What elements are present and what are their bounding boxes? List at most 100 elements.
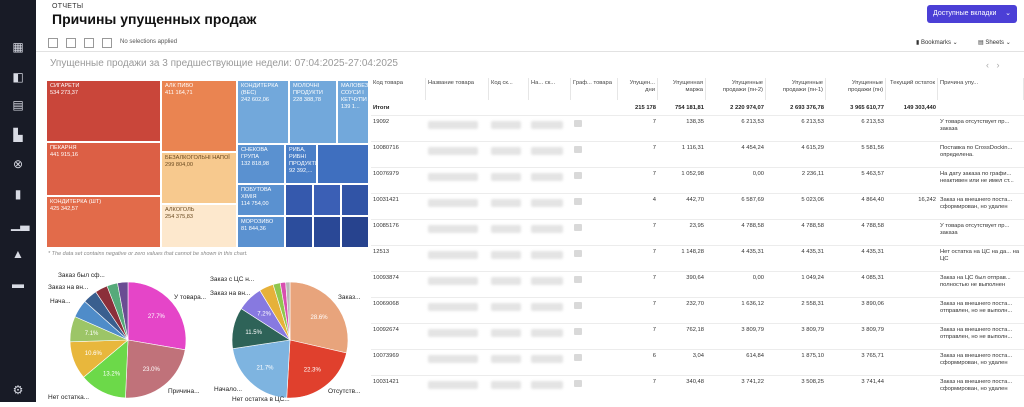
redacted-value <box>531 329 563 337</box>
table-cell-s2: 1 636,12 <box>741 301 764 307</box>
open-link-icon[interactable] <box>574 328 582 335</box>
open-link-icon[interactable] <box>574 198 582 205</box>
pie-slice[interactable] <box>125 339 186 399</box>
dashboard-icon[interactable]: ▦ <box>12 40 24 54</box>
book-icon[interactable]: ▮ <box>14 187 22 201</box>
clear-selections-icon[interactable] <box>102 38 112 48</box>
document-icon[interactable]: ▤ <box>12 98 24 112</box>
open-link-icon[interactable] <box>574 224 582 231</box>
truck-icon[interactable]: ▙ <box>13 128 23 142</box>
pie-chart-1[interactable]: 27.7% 23.0% 13.2% 10.6% 7.1% <box>60 278 196 402</box>
pie-chart-2[interactable]: 28.6% 22.3% 21.7% 11.5% 7.2% <box>224 278 360 402</box>
bookmarks-button[interactable]: ▮ Bookmarks ⌄ <box>916 40 958 46</box>
treemap-tile[interactable]: АЛКОГОЛЬ 254 375,83 <box>161 204 237 248</box>
table-row[interactable]: 10092674 7 762,18 3 809,79 3 809,79 3 809,79 З… <box>371 323 1024 343</box>
table-cell-code: 10080716 <box>373 145 399 151</box>
cancel-icon[interactable]: ⊗ <box>12 157 24 171</box>
pie-slice[interactable] <box>289 281 349 354</box>
table-row[interactable]: 10073969 6 3,04 614,84 1 875,10 3 765,71 Заказ… <box>371 349 1024 369</box>
sheets-button[interactable]: ▤ Sheets ⌄ <box>978 40 1011 46</box>
treemap-tile[interactable] <box>285 216 313 248</box>
settings-icon[interactable]: ⚙ <box>12 383 24 397</box>
treemap-tile[interactable] <box>313 216 341 248</box>
pie-slice[interactable] <box>127 281 187 351</box>
treemap-tile[interactable]: СИГАРЕТИ 534 273,37 <box>46 80 161 142</box>
treemap-tile[interactable] <box>313 184 341 216</box>
available-tabs-label: Доступные вкладки <box>933 10 997 17</box>
table-row[interactable]: 10069068 7 232,70 1 636,12 2 558,31 3 890,06 З… <box>371 297 1024 317</box>
treemap-tile[interactable] <box>285 184 313 216</box>
open-link-icon[interactable] <box>574 250 582 257</box>
column-header[interactable]: Граф... товара <box>571 78 618 100</box>
table-row[interactable]: 10093874 7 390,64 0,00 1 049,24 4 085,31 Заказ… <box>371 271 1024 291</box>
pie-slice[interactable] <box>286 339 347 399</box>
column-header[interactable]: Упущенные продажи (пн-1) <box>766 78 826 100</box>
open-link-icon[interactable] <box>574 172 582 179</box>
pie-slice-label: 10.6% <box>85 351 103 357</box>
table-row[interactable]: 10080716 7 1 116,31 4 454,24 4 615,29 5 581,5… <box>371 141 1024 161</box>
column-header[interactable]: Код товара <box>371 78 426 100</box>
treemap-tile[interactable] <box>317 144 369 184</box>
table-row[interactable]: 19092 7 138,35 6 213,53 6 213,53 6 213,53 У то… <box>371 115 1024 135</box>
column-header[interactable]: Название товара <box>426 78 489 100</box>
open-link-icon[interactable] <box>574 276 582 283</box>
report-icon[interactable]: ▬ <box>12 277 24 291</box>
column-header[interactable]: Упущенные продажи (пн) <box>826 78 886 100</box>
table-cell-s0: 3 765,71 <box>861 353 884 359</box>
step-forward-icon[interactable] <box>84 38 94 48</box>
redacted-value <box>428 329 478 337</box>
available-tabs-button[interactable]: Доступные вкладки ⌄ <box>927 5 1017 23</box>
open-link-icon[interactable] <box>574 354 582 361</box>
treemap-tile[interactable]: АЛК ПИВО 411 164,71 <box>161 80 237 152</box>
column-header[interactable]: Текущий остаток <box>886 78 938 100</box>
table-cell-s0: 3 890,06 <box>861 301 884 307</box>
layers-icon[interactable]: ◧ <box>12 70 24 84</box>
column-header[interactable]: Упущен... дни <box>618 78 658 100</box>
redacted-value <box>531 277 563 285</box>
column-header[interactable]: Упущенная маржа <box>658 78 706 100</box>
table-cell-reason: Заказ на внешнего поста... отправлен, но… <box>940 301 1013 314</box>
warning-icon[interactable]: ▲ <box>12 247 24 261</box>
column-header[interactable]: Код ск... <box>489 78 529 100</box>
column-header[interactable]: Упущенные продажи (пн-2) <box>706 78 766 100</box>
treemap-tile[interactable]: КОНДИТЕРКА (ВЕС) 242 602,06 <box>237 80 289 144</box>
sheet-nav[interactable]: ‹ › <box>986 60 1000 70</box>
table-cell-s0: 3 809,79 <box>861 327 884 333</box>
step-back-icon[interactable] <box>66 38 76 48</box>
treemap-tile[interactable]: ПЕКАРНЯ 441 915,16 <box>46 142 161 196</box>
redacted-value <box>428 251 478 259</box>
treemap-tile[interactable]: МОРОЗИВО 81 844,36 <box>237 216 285 248</box>
pie-slice[interactable] <box>232 339 291 399</box>
treemap-tile[interactable]: РИБА, РИБНІ ПРОДУКТИ 92 392,... <box>285 144 317 184</box>
column-header[interactable]: На... ск... <box>529 78 571 100</box>
column-header[interactable]: Причина упу... <box>938 78 1024 100</box>
table-row[interactable]: 10031421 7 340,48 3 741,22 3 508,25 3 741,44 З… <box>371 375 1024 395</box>
treemap-tile[interactable]: ПОБУТОВА ХІМІЯ 114 754,00 <box>237 184 285 216</box>
lost-sales-table[interactable]: Код товара Название товара Код ск... На.… <box>371 78 1024 402</box>
table-row[interactable]: 10031421 4 442,70 6 587,69 5 023,06 4 864,40 1… <box>371 193 1024 213</box>
open-link-icon[interactable] <box>574 146 582 153</box>
treemap-tile[interactable]: БЕЗАЛКОГОЛЬНІ НАПОЇ 299 804,00 <box>161 152 237 204</box>
total-sales-w2: 2 220 974,07 <box>730 105 764 111</box>
treemap-tile[interactable]: КОНДИТЕРКА (ШТ) 425 342,57 <box>46 196 161 248</box>
bar-chart-icon[interactable]: ▁▃ <box>11 217 30 231</box>
pie-slice[interactable] <box>285 281 291 341</box>
open-link-icon[interactable] <box>574 120 582 127</box>
open-link-icon[interactable] <box>574 302 582 309</box>
table-cell-days: 7 <box>652 223 656 229</box>
table-row[interactable]: 12513 7 1 148,28 4 435,31 4 435,31 4 435,31 Не… <box>371 245 1024 265</box>
treemap-tile[interactable] <box>341 216 369 248</box>
treemap-tile[interactable]: СНЕКОВА ГРУПА 132 818,98 <box>237 144 285 184</box>
treemap-tile[interactable]: МОЛОЧНІ ПРОДУКТИ 228 388,78 <box>289 80 337 144</box>
treemap-chart[interactable]: СИГАРЕТИ 534 273,37 ПЕКАРНЯ 441 915,16 КОН… <box>46 80 369 248</box>
open-link-icon[interactable] <box>574 380 582 387</box>
pie-slice[interactable] <box>117 281 129 341</box>
table-row[interactable]: 10085176 7 23,95 4 788,58 4 788,58 4 788,58 У … <box>371 219 1024 239</box>
table-row[interactable]: 10076979 7 1 052,98 0,00 2 236,11 5 463,57 На … <box>371 167 1024 187</box>
selections-tool-icon[interactable] <box>48 38 58 48</box>
treemap-tile[interactable] <box>341 184 369 216</box>
redacted-value <box>491 121 521 129</box>
selection-toolbar: No selections applied ▮ Bookmarks ⌄ ▤ Sh… <box>36 34 1024 52</box>
page-title: Причины упущенных продаж <box>52 11 257 27</box>
